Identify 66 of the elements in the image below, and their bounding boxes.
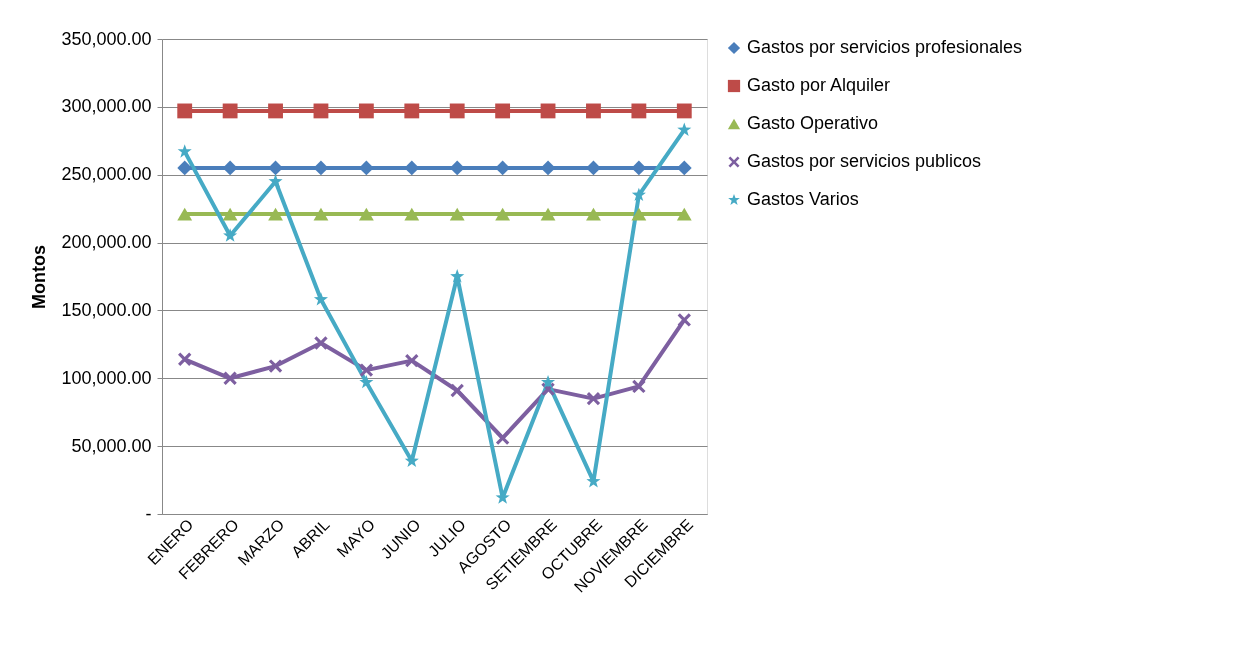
point (222, 103, 238, 119)
point (449, 207, 465, 221)
y-tick-label: - (145, 503, 152, 524)
point (314, 336, 328, 350)
point (586, 391, 601, 406)
y-tick-label: 300,000.00 (61, 96, 152, 117)
point (541, 374, 556, 389)
point (632, 379, 646, 394)
point (404, 103, 420, 119)
point (449, 160, 465, 176)
y-tick-label: 200,000.00 (61, 232, 152, 253)
legend-label: Gastos por servicios publicos (747, 151, 982, 171)
point (631, 187, 646, 202)
point (586, 103, 601, 119)
point (676, 207, 692, 221)
point (495, 431, 510, 445)
point (404, 453, 419, 468)
point (177, 160, 193, 176)
legend-label: Gastos Varios (747, 189, 859, 209)
point (450, 383, 464, 398)
point (268, 160, 283, 176)
point (222, 160, 238, 176)
y-tick-label: 250,000.00 (61, 164, 152, 185)
y-tick-label: 100,000.00 (61, 367, 152, 388)
point (359, 363, 374, 377)
point (177, 144, 192, 158)
point (177, 207, 193, 221)
legend-label: Gasto por Alquiler (747, 75, 891, 95)
legend-label: Gastos por servicios profesionales (747, 37, 1023, 57)
y-tick-label: 350,000.00 (61, 28, 152, 49)
y-tick-label: 50,000.00 (71, 435, 152, 456)
point (495, 103, 511, 119)
point (540, 160, 556, 176)
point (358, 103, 374, 119)
point (358, 207, 374, 221)
legend-label: Gasto Operativo (747, 113, 879, 133)
point (404, 207, 420, 221)
point (404, 160, 420, 176)
point (359, 374, 374, 389)
point (223, 371, 237, 385)
y-axis-title: Montos (29, 245, 50, 309)
point (449, 103, 465, 119)
point (631, 103, 647, 119)
point (586, 160, 601, 176)
point (313, 207, 329, 221)
point (540, 207, 556, 221)
point (222, 207, 238, 221)
point (405, 353, 419, 368)
point (268, 359, 283, 373)
point (178, 352, 192, 366)
point (631, 160, 647, 176)
point (268, 174, 283, 188)
point (450, 269, 465, 283)
point (268, 207, 283, 221)
point (223, 228, 238, 242)
point (677, 122, 692, 136)
point (313, 160, 329, 176)
point (177, 103, 193, 119)
y-tick-label: 150,000.00 (61, 299, 152, 320)
point (676, 103, 692, 119)
point (268, 103, 283, 119)
point (631, 207, 647, 221)
point (313, 292, 328, 306)
point (495, 207, 511, 221)
point (677, 313, 691, 327)
point (586, 207, 601, 221)
